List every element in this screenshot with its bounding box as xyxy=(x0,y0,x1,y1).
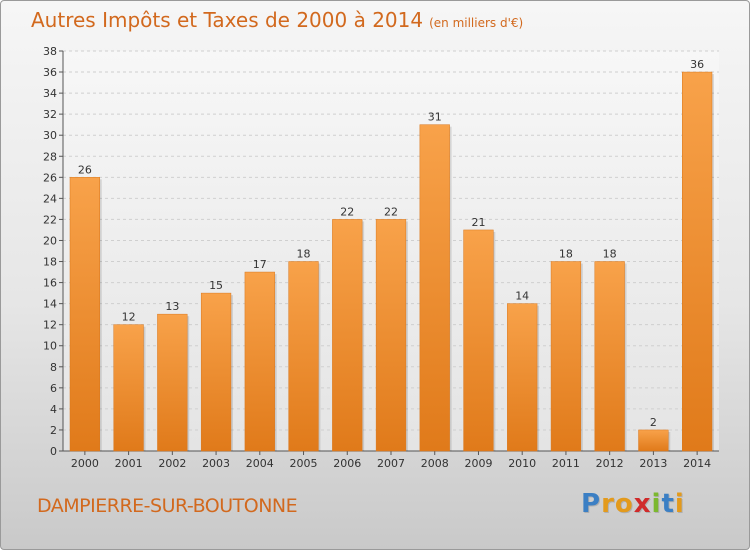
y-tick-label: 16 xyxy=(43,277,57,290)
bar-2003 xyxy=(200,292,232,452)
logo-letter: r xyxy=(601,489,615,519)
bar-2007 xyxy=(375,219,407,452)
x-tick-label-2007: 2007 xyxy=(377,457,405,470)
y-tick-label: 38 xyxy=(43,45,57,58)
y-tick-label: 4 xyxy=(50,403,57,416)
logo-letter: i xyxy=(674,489,685,519)
x-tick-label-2010: 2010 xyxy=(508,457,536,470)
value-label-2005: 18 xyxy=(297,248,311,261)
value-label-2006: 22 xyxy=(340,205,354,218)
bar-2002 xyxy=(157,313,188,452)
bar-2006 xyxy=(332,219,363,452)
bar-2010 xyxy=(507,303,538,452)
y-tick-label: 18 xyxy=(43,256,57,269)
y-tick-label: 28 xyxy=(43,150,57,163)
logo-letter: P xyxy=(581,489,602,519)
bar-2009 xyxy=(463,229,494,452)
x-tick-label-2003: 2003 xyxy=(202,457,230,470)
value-label-2013: 2 xyxy=(650,416,657,429)
x-tick-label-2001: 2001 xyxy=(115,457,143,470)
chart-subtitle: (en milliers d'€) xyxy=(429,16,524,30)
x-tick-label-2011: 2011 xyxy=(552,457,580,470)
commune-name: DAMPIERRE-SUR-BOUTONNE xyxy=(37,495,298,517)
value-label-2001: 12 xyxy=(122,311,136,324)
bar-2011 xyxy=(550,261,582,452)
logo-letter: x xyxy=(633,489,652,519)
y-tick-label: 8 xyxy=(50,361,57,374)
value-label-2011: 18 xyxy=(559,248,573,261)
bar-2001 xyxy=(113,324,144,452)
bar-2004 xyxy=(244,271,275,452)
bar-2000 xyxy=(69,177,100,452)
x-tick-label-2008: 2008 xyxy=(421,457,449,470)
logo-letter: i xyxy=(651,489,662,519)
y-tick-label: 32 xyxy=(43,108,57,121)
proxiti-logo: Proxiti xyxy=(581,489,685,519)
bar-2008 xyxy=(419,124,450,452)
value-label-2003: 15 xyxy=(209,279,223,292)
y-tick-label: 20 xyxy=(43,234,57,247)
chart-title: Autres Impôts et Taxes de 2000 à 2014 (en… xyxy=(31,8,523,32)
y-tick-label: 36 xyxy=(43,66,57,79)
bar-2013 xyxy=(638,429,669,452)
value-label-2012: 18 xyxy=(603,248,617,261)
y-tick-label: 10 xyxy=(43,340,57,353)
y-tick-label: 30 xyxy=(43,129,57,142)
chart-title-text: Autres Impôts et Taxes de 2000 à 2014 xyxy=(31,8,424,32)
logo-letter: o xyxy=(614,489,634,519)
label-layer: 0246810121416182022242628303234363826200… xyxy=(43,45,711,470)
value-label-2014: 36 xyxy=(690,58,704,71)
x-tick-label-2014: 2014 xyxy=(683,457,711,470)
value-label-2004: 17 xyxy=(253,258,267,271)
y-tick-label: 24 xyxy=(43,192,57,205)
value-label-2000: 26 xyxy=(78,163,92,176)
bar-layer xyxy=(69,71,715,452)
x-tick-label-2009: 2009 xyxy=(464,457,492,470)
x-tick-label-2000: 2000 xyxy=(71,457,99,470)
value-label-2010: 14 xyxy=(515,290,529,303)
y-tick-label: 34 xyxy=(43,87,57,100)
y-tick-label: 0 xyxy=(50,445,57,458)
x-tick-label-2012: 2012 xyxy=(596,457,624,470)
x-tick-label-2006: 2006 xyxy=(333,457,361,470)
value-label-2008: 31 xyxy=(428,111,442,124)
y-tick-label: 14 xyxy=(43,298,57,311)
value-label-2007: 22 xyxy=(384,205,398,218)
y-tick-label: 26 xyxy=(43,171,57,184)
logo-letter: t xyxy=(661,489,675,519)
bar-2014 xyxy=(682,71,713,452)
bar-2012 xyxy=(594,261,625,452)
x-tick-label-2005: 2005 xyxy=(290,457,318,470)
y-tick-label: 2 xyxy=(50,424,57,437)
y-tick-label: 6 xyxy=(50,382,57,395)
x-tick-label-2013: 2013 xyxy=(639,457,667,470)
y-tick-label: 12 xyxy=(43,319,57,332)
bar-2005 xyxy=(288,261,319,452)
x-tick-label-2004: 2004 xyxy=(246,457,274,470)
y-tick-label: 22 xyxy=(43,213,57,226)
x-tick-label-2002: 2002 xyxy=(158,457,186,470)
value-label-2009: 21 xyxy=(471,216,485,229)
value-label-2002: 13 xyxy=(165,300,179,313)
